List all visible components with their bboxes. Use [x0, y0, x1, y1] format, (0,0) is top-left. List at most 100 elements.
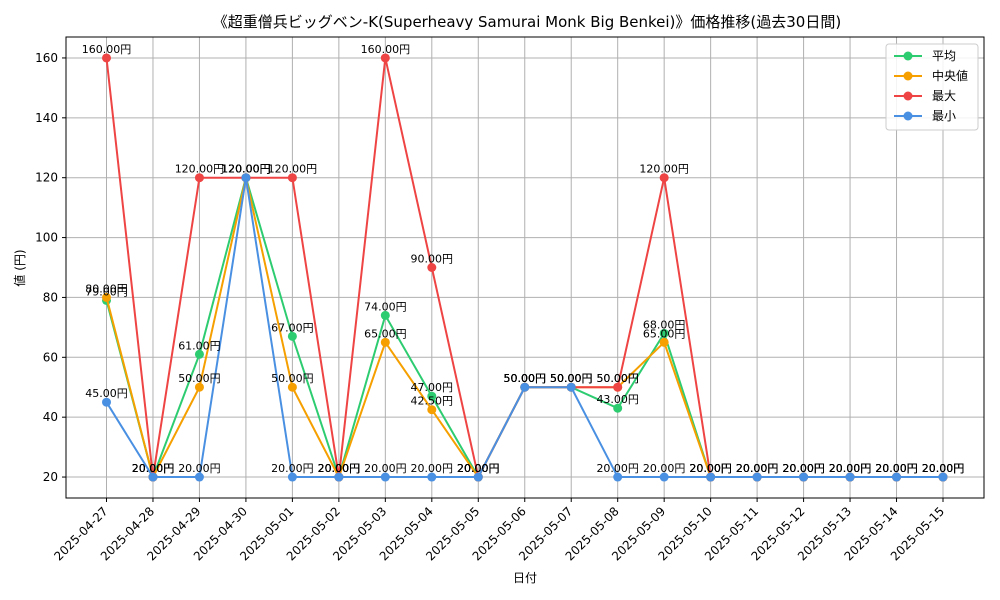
- data-label: 20.00円: [829, 462, 872, 475]
- data-point: [613, 403, 623, 413]
- data-label: 74.00円: [364, 300, 407, 313]
- data-label: 20.00円: [643, 462, 686, 475]
- data-point: [892, 472, 902, 482]
- x-axis: 2025-04-272025-04-282025-04-292025-04-30…: [51, 498, 947, 563]
- data-label: 61.00円: [178, 339, 221, 352]
- data-label: 20.00円: [875, 462, 918, 475]
- data-label: 160.00円: [361, 43, 411, 56]
- data-label: 20.00円: [318, 462, 361, 475]
- data-label: 20.00円: [689, 462, 732, 475]
- data-point: [752, 472, 762, 482]
- data-label: 67.00円: [271, 321, 314, 334]
- data-point: [148, 472, 158, 482]
- data-point: [659, 328, 669, 338]
- data-point: [102, 397, 111, 407]
- data-point: [938, 472, 948, 482]
- data-point: [659, 337, 669, 347]
- data-point: [287, 382, 297, 392]
- data-label: 20.00円: [132, 462, 175, 475]
- y-tick-label: 20: [43, 470, 58, 484]
- series-3: [102, 173, 948, 482]
- data-label: 50.00円: [504, 372, 547, 385]
- data-label: 20.00円: [689, 462, 732, 475]
- data-label: 120.00円: [175, 163, 225, 176]
- data-label: 20.00円: [782, 462, 825, 475]
- legend-label: 最小: [932, 109, 956, 123]
- y-tick-label: 40: [43, 410, 58, 424]
- legend-swatch-marker: [903, 111, 913, 121]
- y-axis: 20 40 60 80 100 120 140 160: [35, 51, 66, 484]
- data-label: 20.00円: [782, 462, 825, 475]
- data-point: [799, 472, 809, 482]
- legend-label: 中央値: [932, 68, 968, 83]
- data-point: [566, 382, 576, 392]
- data-label: 68.00円: [643, 318, 686, 331]
- data-point: [287, 331, 297, 341]
- y-tick-label: 80: [43, 290, 58, 304]
- legend-box: [885, 43, 979, 131]
- data-label: 47.00円: [411, 381, 454, 394]
- data-label: 20.00円: [922, 462, 965, 475]
- data-point: [380, 53, 390, 63]
- data-point: [194, 173, 204, 183]
- data-label: 20.00円: [457, 462, 500, 475]
- chart-title: 《超重僧兵ビッグベン-K(Superheavy Samurai Monk Big…: [213, 13, 841, 31]
- data-label: 120.00円: [639, 163, 689, 176]
- data-label: 50.00円: [271, 372, 314, 385]
- data-label: 20.00円: [318, 462, 361, 475]
- data-label: 20.00円: [689, 462, 732, 475]
- data-point: [102, 53, 111, 63]
- data-point: [613, 472, 623, 482]
- data-point: [380, 310, 390, 320]
- data-label: 20.00円: [736, 462, 779, 475]
- data-label: 20.00円: [457, 462, 500, 475]
- data-label: 50.00円: [596, 372, 639, 385]
- data-label: 42.50円: [411, 395, 454, 408]
- data-label: 120.00円: [268, 163, 318, 176]
- data-label: 50.00円: [596, 372, 639, 385]
- grid-lines: [66, 37, 984, 498]
- data-point: [334, 472, 344, 482]
- data-label: 20.00円: [829, 462, 872, 475]
- data-label: 20.00円: [132, 462, 175, 475]
- data-point: [845, 472, 855, 482]
- data-point: [427, 391, 437, 401]
- data-label: 65.00円: [364, 327, 407, 340]
- legend-label: 最大: [932, 89, 956, 103]
- data-label: 50.00円: [178, 372, 221, 385]
- data-label: 20.00円: [318, 462, 361, 475]
- data-label: 45.00円: [85, 387, 128, 400]
- data-label: 20.00円: [364, 462, 407, 475]
- data-label: 50.00円: [550, 372, 593, 385]
- data-point: [194, 349, 204, 359]
- data-point: [613, 382, 623, 392]
- legend-swatch-marker: [903, 91, 913, 101]
- data-point: [520, 382, 530, 392]
- y-tick-label: 160: [35, 51, 58, 65]
- data-label: 20.00円: [875, 462, 918, 475]
- data-label: 120.00円: [221, 163, 271, 176]
- data-label: 20.00円: [875, 462, 918, 475]
- data-point: [380, 337, 390, 347]
- data-label: 79.00円: [85, 285, 128, 298]
- data-label: 20.00円: [922, 462, 965, 475]
- y-tick-label: 140: [35, 111, 58, 125]
- data-label: 20.00円: [829, 462, 872, 475]
- data-label: 20.00円: [922, 462, 965, 475]
- data-label: 50.00円: [550, 372, 593, 385]
- data-label: 20.00円: [689, 462, 732, 475]
- data-point: [380, 472, 390, 482]
- data-label: 20.00円: [132, 462, 175, 475]
- data-label: 20.00円: [922, 462, 965, 475]
- data-label: 90.00円: [411, 253, 454, 266]
- data-label: 20.00円: [271, 462, 314, 475]
- data-point: [287, 472, 297, 482]
- data-labels-layer: 79.00円 20.00円 61.00円 120.00円 67.00円 20.00円 74.…: [82, 43, 965, 475]
- data-point: [427, 405, 437, 415]
- data-label: 80.00円: [85, 282, 128, 295]
- data-label: 65.00円: [643, 327, 686, 340]
- data-point: [427, 263, 437, 272]
- data-label: 20.00円: [318, 462, 361, 475]
- data-point: [706, 472, 716, 482]
